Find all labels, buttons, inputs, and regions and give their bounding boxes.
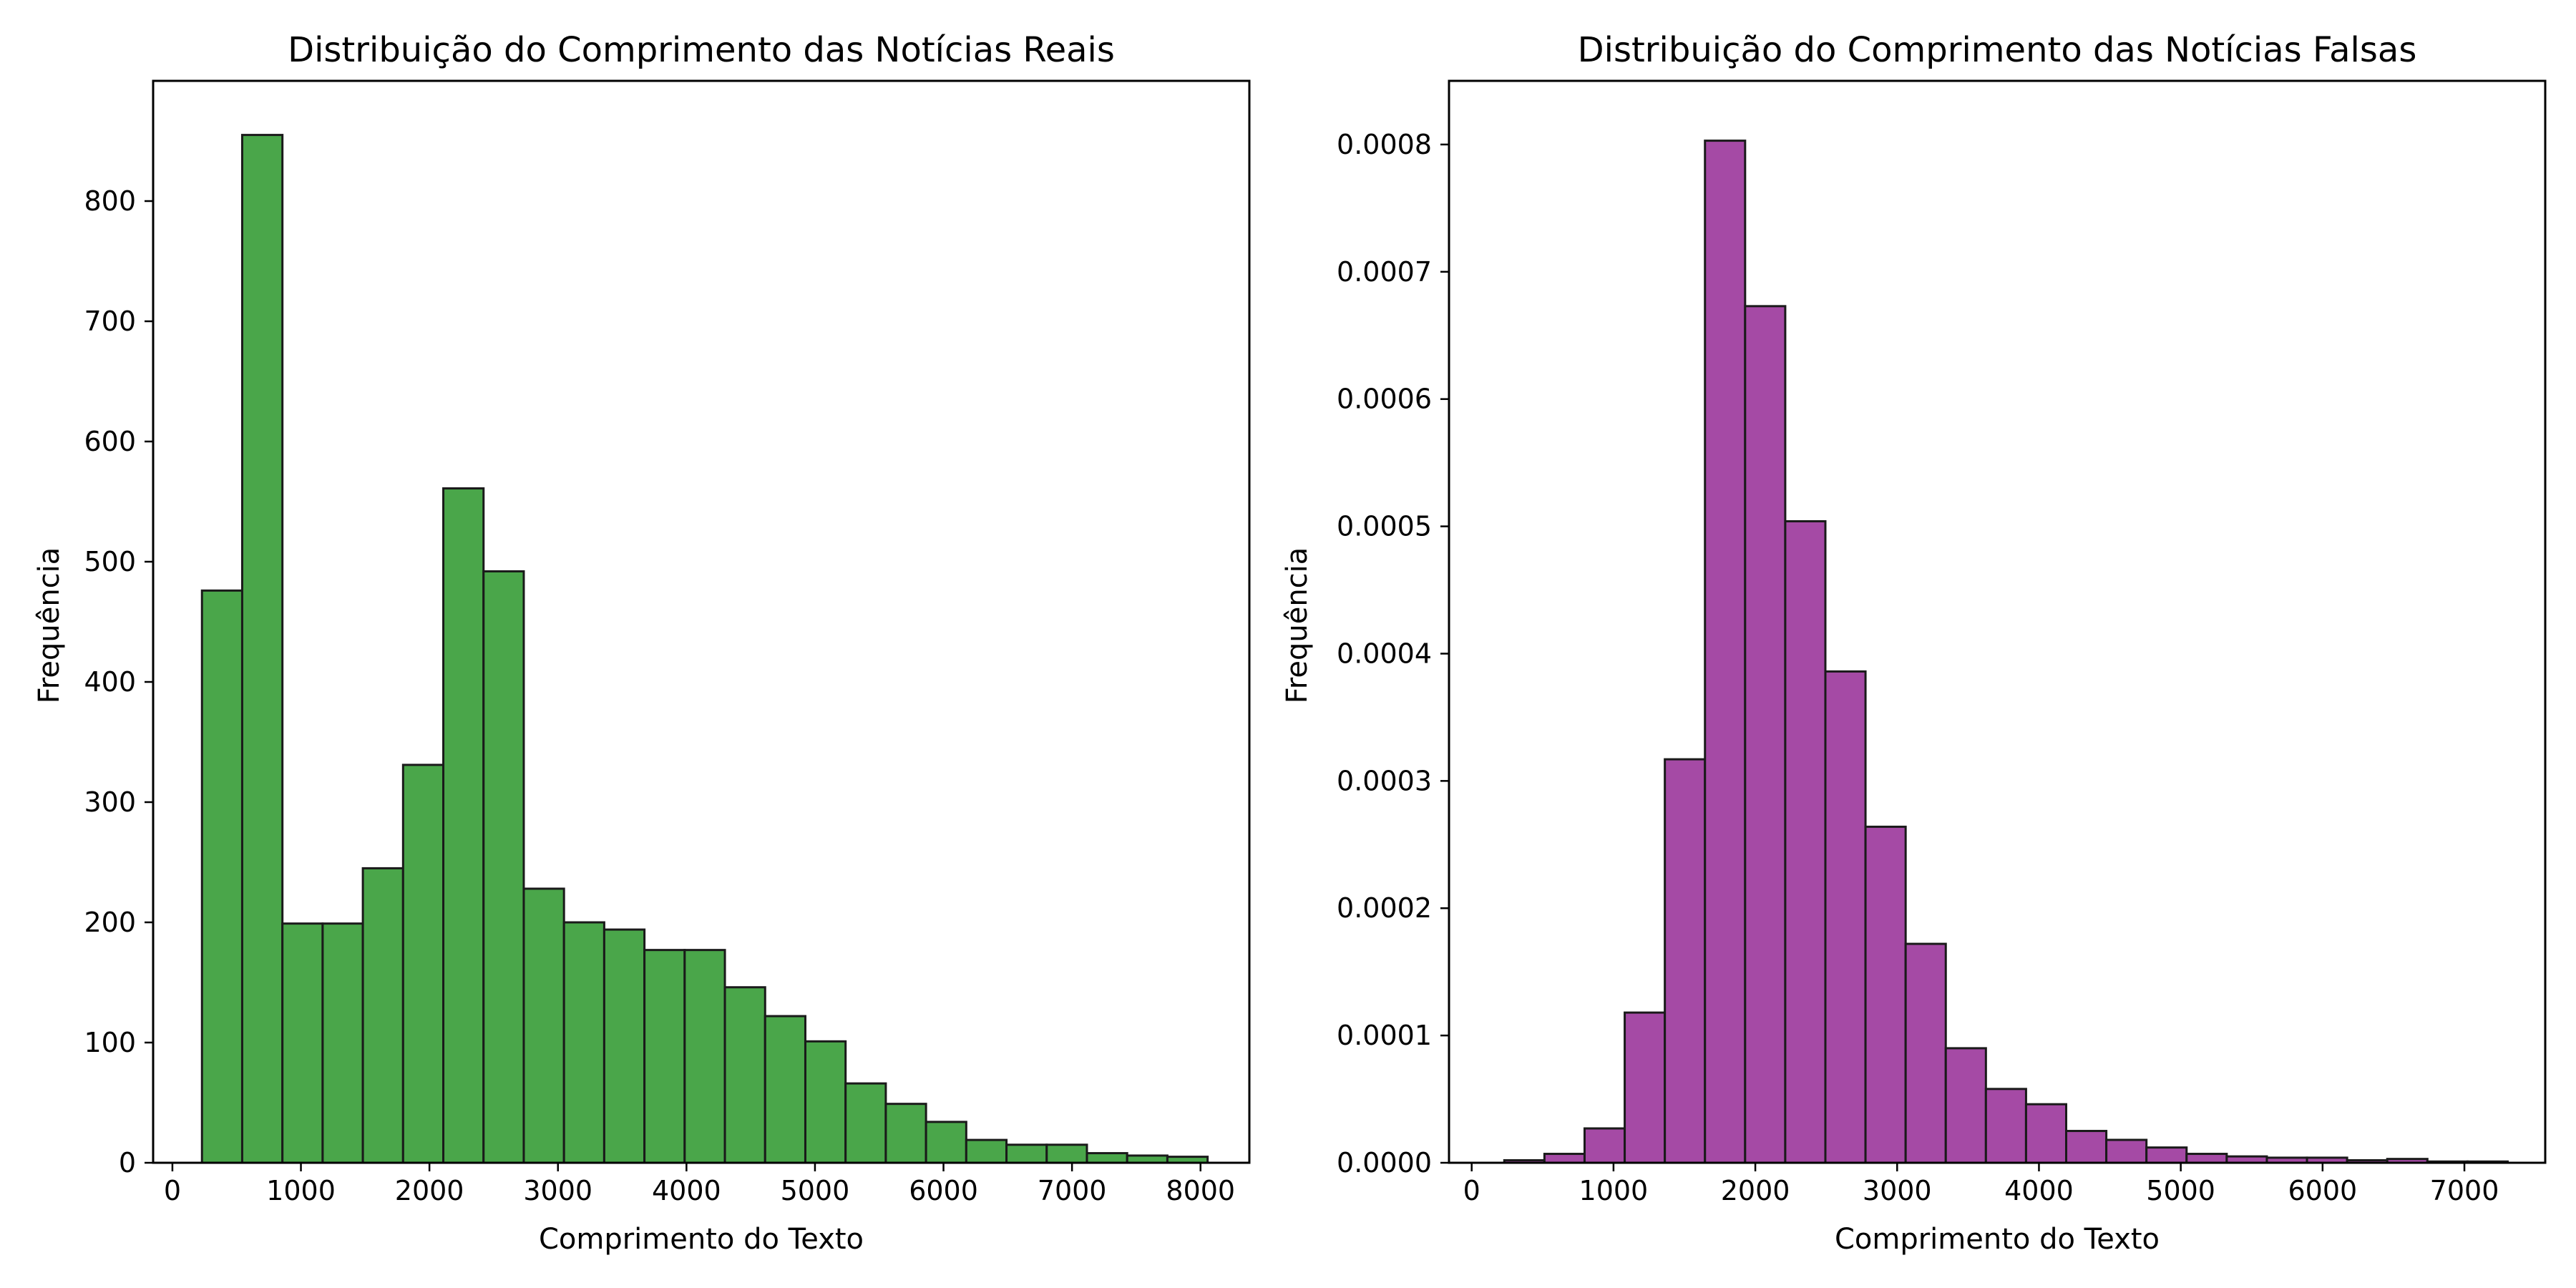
histogram-bar bbox=[1704, 140, 1747, 1164]
histogram-bar bbox=[884, 1103, 927, 1164]
y-tick-label: 300 bbox=[84, 786, 136, 818]
histogram-bar bbox=[2024, 1103, 2068, 1164]
plot-frame bbox=[152, 79, 1251, 1164]
y-tick-label: 0.0003 bbox=[1337, 765, 1432, 796]
histogram-bar bbox=[482, 570, 525, 1164]
y-tick-label: 0.0000 bbox=[1337, 1147, 1432, 1179]
histogram-bar bbox=[1624, 1011, 1667, 1164]
y-tick-label: 700 bbox=[84, 306, 136, 337]
histogram-bar bbox=[804, 1040, 847, 1164]
histogram-bar bbox=[240, 134, 284, 1164]
x-axis-ticks: 0 1000 2000 3000 4000 5000 6000 7000 bbox=[1463, 1163, 2499, 1206]
histogram-bar bbox=[1085, 1152, 1128, 1164]
histogram-bar bbox=[1664, 758, 1707, 1164]
histogram-bar bbox=[2185, 1153, 2228, 1164]
histogram-bar bbox=[1824, 670, 1867, 1164]
histogram-bar bbox=[1984, 1088, 2027, 1164]
y-axis-ticks: 0.0000 0.0001 0.0002 0.0003 0.0004 0.0005 0.00… bbox=[1337, 129, 1449, 1179]
y-tick-label: 0.0005 bbox=[1337, 511, 1432, 542]
y-tick-label: 0.0004 bbox=[1337, 638, 1432, 669]
histogram-bar bbox=[643, 949, 686, 1164]
histogram-bar bbox=[442, 487, 485, 1164]
x-tick-label: 2000 bbox=[1721, 1175, 1790, 1206]
x-tick-label: 8000 bbox=[1166, 1175, 1235, 1206]
y-tick-label: 0 bbox=[119, 1147, 136, 1179]
histogram-bar bbox=[200, 589, 243, 1164]
histogram-bar bbox=[562, 921, 605, 1164]
y-axis-ticks: 0 100 200 300 400 500 600 700 800 bbox=[84, 185, 153, 1179]
x-tick-label: 7000 bbox=[1038, 1175, 1107, 1206]
histogram-bar bbox=[2065, 1130, 2108, 1164]
histogram-bar bbox=[1126, 1154, 1169, 1164]
histogram-bar bbox=[1744, 305, 1787, 1164]
histogram-bar bbox=[2105, 1138, 2148, 1164]
histogram-bar bbox=[1583, 1127, 1626, 1164]
histogram-bar bbox=[1904, 942, 1947, 1164]
y-tick-label: 400 bbox=[84, 666, 136, 698]
histogram-bar bbox=[1005, 1143, 1048, 1164]
x-tick-label: 4000 bbox=[2004, 1175, 2074, 1206]
x-tick-label: 1000 bbox=[266, 1175, 336, 1206]
y-tick-label: 0.0007 bbox=[1337, 256, 1432, 288]
y-tick-label: 200 bbox=[84, 907, 136, 938]
histogram-bar bbox=[683, 949, 726, 1164]
y-tick-label: 100 bbox=[84, 1027, 136, 1058]
histogram-bar bbox=[2145, 1146, 2188, 1164]
histogram-bar bbox=[965, 1138, 1008, 1164]
x-tick-label: 6000 bbox=[2288, 1175, 2357, 1206]
x-tick-label: 3000 bbox=[1863, 1175, 1932, 1206]
y-tick-label: 0.0006 bbox=[1337, 384, 1432, 415]
x-tick-label: 4000 bbox=[652, 1175, 721, 1206]
x-tick-label: 2000 bbox=[395, 1175, 464, 1206]
x-axis-label: Comprimento do Texto bbox=[539, 1223, 864, 1256]
y-tick-label: 0.0001 bbox=[1337, 1020, 1432, 1051]
histogram-bar bbox=[1543, 1153, 1586, 1164]
histogram-bar bbox=[723, 986, 766, 1164]
y-axis-label: Frequência bbox=[33, 547, 66, 704]
bars bbox=[200, 134, 1209, 1164]
plot-frame bbox=[1448, 79, 2547, 1164]
x-tick-label: 5000 bbox=[2146, 1175, 2215, 1206]
histogram-bar bbox=[522, 887, 565, 1164]
y-tick-label: 600 bbox=[84, 426, 136, 457]
histogram-bar bbox=[321, 922, 364, 1164]
chart-fake-news: Distribuição do Comprimento das Notícias… bbox=[1281, 30, 2547, 1256]
x-axis-ticks: 0 1000 2000 3000 4000 5000 6000 7000 8000 bbox=[164, 1163, 1235, 1206]
x-axis-label: Comprimento do Texto bbox=[1835, 1223, 2160, 1256]
chart-real-news: Distribuição do Comprimento das Notícias… bbox=[33, 30, 1251, 1256]
histogram-bar bbox=[763, 1015, 806, 1164]
histogram-bar bbox=[844, 1082, 887, 1164]
x-tick-label: 7000 bbox=[2430, 1175, 2499, 1206]
x-tick-label: 6000 bbox=[909, 1175, 978, 1206]
y-tick-label: 500 bbox=[84, 546, 136, 577]
x-tick-label: 5000 bbox=[781, 1175, 850, 1206]
chart-title: Distribuição do Comprimento das Notícias… bbox=[288, 30, 1115, 70]
histogram-bar bbox=[1864, 825, 1907, 1164]
histogram-bar bbox=[1045, 1143, 1088, 1164]
x-tick-label: 0 bbox=[1463, 1175, 1480, 1206]
histogram-bar bbox=[401, 763, 445, 1164]
histogram-bar bbox=[1944, 1047, 1987, 1164]
x-tick-label: 0 bbox=[164, 1175, 181, 1206]
histogram-bar bbox=[924, 1121, 967, 1164]
histogram-bar bbox=[361, 867, 404, 1164]
histogram-bar bbox=[281, 922, 324, 1164]
histogram-bar bbox=[602, 928, 646, 1164]
y-tick-label: 0.0002 bbox=[1337, 892, 1432, 924]
y-axis-label: Frequência bbox=[1281, 547, 1314, 704]
histogram-bar bbox=[1784, 519, 1827, 1164]
x-tick-label: 3000 bbox=[523, 1175, 592, 1206]
chart-title: Distribuição do Comprimento das Notícias… bbox=[1578, 30, 2417, 70]
y-tick-label: 800 bbox=[84, 185, 136, 217]
x-tick-label: 1000 bbox=[1579, 1175, 1649, 1206]
y-tick-label: 0.0008 bbox=[1337, 129, 1432, 160]
